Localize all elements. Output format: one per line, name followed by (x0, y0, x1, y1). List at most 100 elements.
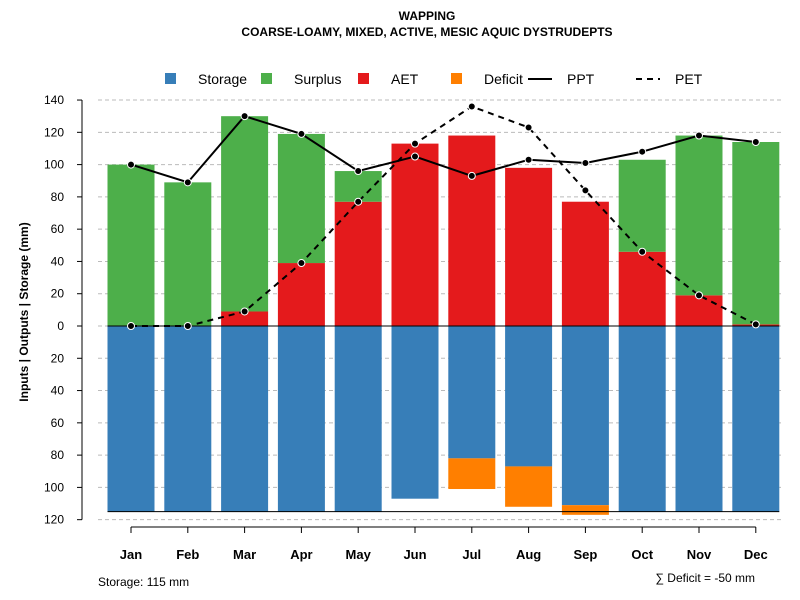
x-tick-label: Nov (687, 547, 712, 562)
ppt-line (130, 115, 756, 184)
y-tick-label: 100 (44, 158, 64, 172)
bar-storage (107, 326, 155, 512)
deficit-note: ∑ Deficit = -50 mm (655, 571, 755, 585)
pet-point (411, 139, 419, 148)
pet-point (695, 291, 703, 300)
bar-aet (448, 135, 496, 326)
ppt-point (751, 138, 760, 147)
bar-storage (561, 326, 609, 506)
x-tick-label: Oct (631, 547, 653, 562)
y-tick-label: 40 (51, 384, 65, 398)
ppt-point (411, 152, 419, 161)
bar-storage (164, 326, 212, 512)
ppt-point (127, 160, 135, 169)
ppt-point (581, 158, 590, 167)
x-tick-label: Aug (516, 547, 541, 562)
bar-aet (334, 201, 382, 326)
pet-line (131, 105, 757, 327)
pet-point (467, 102, 476, 111)
y-tick-label: 120 (44, 513, 64, 527)
bar-storage (448, 326, 496, 459)
bar-surplus (277, 133, 325, 264)
legend-label: PET (675, 71, 703, 87)
bar-surplus (618, 159, 666, 252)
legend-swatch-surplus (261, 73, 272, 84)
legend-swatch-storage (165, 73, 176, 84)
y-tick-label: 60 (51, 416, 65, 430)
bar-storage (732, 326, 780, 512)
bar-storage (334, 326, 382, 512)
ppt-point (524, 155, 533, 164)
pet-point (751, 320, 760, 329)
chart-subtitle: COARSE-LOAMY, MIXED, ACTIVE, MESIC AQUIC… (241, 25, 612, 39)
bar-aet (675, 295, 723, 326)
legend-swatch-deficit (451, 73, 462, 84)
y-tick-label: 20 (51, 287, 65, 301)
x-tick-label: Dec (744, 547, 768, 562)
y-tick-label: 80 (51, 190, 65, 204)
bar-surplus (164, 182, 212, 326)
x-tick-label: Jun (403, 547, 426, 562)
bar-deficit (505, 466, 553, 507)
ppt-point (354, 167, 363, 176)
x-tick-label: May (346, 547, 372, 562)
ppt-point (183, 178, 192, 187)
y-tick-label: 0 (57, 319, 64, 333)
x-tick-label: Mar (233, 547, 256, 562)
pet-point (240, 307, 249, 316)
pet-point (354, 197, 363, 206)
x-tick-label: Jan (120, 547, 142, 562)
bar-surplus (107, 164, 155, 326)
bar-storage (618, 326, 666, 512)
pet-point (638, 247, 647, 256)
x-tick-label: Feb (176, 547, 199, 562)
ppt-point (695, 131, 703, 140)
bar-storage (277, 326, 325, 512)
bar-aet (618, 251, 666, 326)
bar-aet (391, 143, 439, 326)
bar-storage (391, 326, 439, 499)
bar-aet (505, 167, 553, 326)
bar-storage (221, 326, 269, 512)
y-tick-label: 60 (51, 222, 65, 236)
y-tick-label: 100 (44, 480, 64, 494)
legend-label: Storage (198, 71, 247, 87)
bar-aet (277, 263, 325, 326)
pet-point (297, 259, 306, 268)
pet-point (524, 123, 533, 132)
legend-label: Surplus (294, 71, 341, 87)
ppt-point (297, 129, 306, 138)
x-tick-label: Apr (290, 547, 312, 562)
ppt-point (240, 112, 249, 121)
bar-storage (505, 326, 553, 467)
y-axis-label: Inputs | Outputs | Storage (mm) (17, 222, 31, 401)
pet-point (183, 322, 192, 330)
bar-deficit (561, 505, 609, 515)
storage-note: Storage: 115 mm (98, 575, 189, 589)
bar-surplus (675, 135, 723, 296)
bar-aet (561, 201, 609, 326)
x-tick-label: Jul (462, 547, 481, 562)
chart-title: WAPPING (399, 9, 456, 23)
bar-surplus (732, 142, 780, 325)
pet-point (581, 186, 590, 195)
y-tick-label: 140 (44, 93, 64, 107)
pet-point (127, 322, 135, 330)
bar-storage (675, 326, 723, 512)
legend-label: Deficit (484, 71, 523, 87)
legend-swatch-aet (358, 73, 369, 84)
legend-label: AET (391, 71, 419, 87)
x-tick-label: Sep (573, 547, 597, 562)
y-tick-label: 120 (44, 125, 64, 139)
bar-surplus (221, 116, 269, 312)
y-tick-label: 80 (51, 448, 65, 462)
ppt-point (467, 171, 476, 180)
y-tick-label: 20 (51, 351, 65, 365)
legend-label: PPT (567, 71, 595, 87)
ppt-point (638, 147, 647, 156)
bar-deficit (448, 458, 496, 490)
bar-surplus (334, 171, 382, 202)
y-tick-label: 40 (51, 254, 65, 268)
